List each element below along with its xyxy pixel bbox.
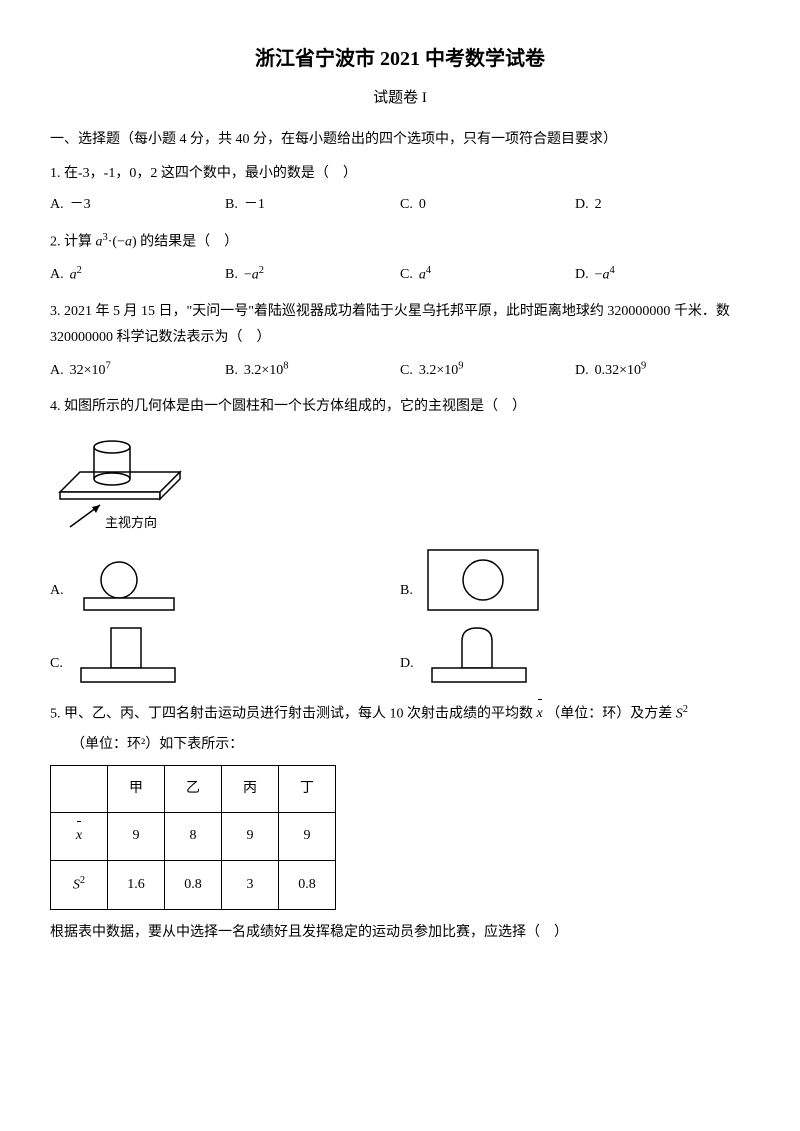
q2-opt-d: a xyxy=(603,267,610,282)
q5-th-yi: 乙 xyxy=(165,765,222,813)
question-2-stem: 2. 计算 a3·(−a) 的结果是（ ） xyxy=(50,228,750,256)
question-1-options: A. －3 B. －1 C. 0 D. 2 xyxy=(50,192,750,219)
table-row: S2 1.6 0.8 3 0.8 xyxy=(51,860,336,909)
q5-cell: 0.8 xyxy=(279,860,336,909)
question-2-options: A.a2 B.−a2 C.a4 D.−a4 xyxy=(50,261,750,289)
q5-cell: 8 xyxy=(165,813,222,861)
question-1-stem: 1. 在-3，-1，0，2 这四个数中，最小的数是（ ） xyxy=(50,161,750,188)
q1-opt-a: －3 xyxy=(70,197,91,212)
q2-suffix: 的结果是（ ） xyxy=(137,235,239,250)
q4-opt-c-figure xyxy=(73,623,183,688)
q4-opt-a-figure xyxy=(74,555,184,615)
q4-opt-d-figure xyxy=(424,623,534,688)
table-row: x 9 8 9 9 xyxy=(51,813,336,861)
question-4-stem: 4. 如图所示的几何体是由一个圆柱和一个长方体组成的，它的主视图是（ ） xyxy=(50,394,750,421)
q5-th-jia: 甲 xyxy=(108,765,165,813)
question-5-stem: 5. 甲、乙、丙、丁四名射击运动员进行射击测试，每人 10 次射击成绩的平均数 … xyxy=(50,700,750,728)
q5-cell: 3 xyxy=(222,860,279,909)
opt-label-b: B. xyxy=(225,197,238,212)
q5-row1-label: x xyxy=(51,813,108,861)
q5-cell: 9 xyxy=(279,813,336,861)
q3-opt-b: 3.2×108 xyxy=(244,363,289,378)
opt-label-b: B. xyxy=(225,363,238,378)
q4-solid-figure: 主视方向 xyxy=(50,427,190,537)
opt-label-b: B. xyxy=(225,267,238,282)
q5-cell: 9 xyxy=(222,813,279,861)
q2-opt-a: a xyxy=(70,267,77,282)
question-3-options: A. 32×107 B. 3.2×108 C. 3.2×109 D. 0.32×109 xyxy=(50,356,750,384)
opt-label-d: D. xyxy=(575,363,589,378)
opt-label-c: C. xyxy=(50,651,63,688)
opt-label-a: A. xyxy=(50,578,64,615)
q5-stem-mid: （单位：环）及方差 xyxy=(546,706,676,721)
q5-cell: 0.8 xyxy=(165,860,222,909)
q3-opt-c: 3.2×109 xyxy=(419,363,464,378)
opt-label-d: D. xyxy=(575,197,589,212)
opt-label-a: A. xyxy=(50,197,64,212)
q5-th-bing: 丙 xyxy=(222,765,279,813)
q5-conclusion: 根据表中数据，要从中选择一名成绩好且发挥稳定的运动员参加比赛，应选择（ ） xyxy=(50,920,750,947)
q5-table: 甲 乙 丙 丁 x 9 8 9 9 S2 1.6 0.8 3 0.8 xyxy=(50,765,336,910)
opt-label-a: A. xyxy=(50,267,64,282)
q1-opt-c: 0 xyxy=(419,197,426,212)
q5-stem-pre: 5. 甲、乙、丙、丁四名射击运动员进行射击测试，每人 10 次射击成绩的平均数 xyxy=(50,706,537,721)
q5-row2-label: S2 xyxy=(51,860,108,909)
opt-label-d: D. xyxy=(400,651,414,688)
q2-opt-c: a xyxy=(419,267,426,282)
q2-prefix: 2. 计算 xyxy=(50,235,96,250)
q5-cell: 9 xyxy=(108,813,165,861)
page-subtitle: 试题卷 I xyxy=(50,84,750,113)
q5-cell: 1.6 xyxy=(108,860,165,909)
opt-label-d: D. xyxy=(575,267,589,282)
opt-label-c: C. xyxy=(400,363,413,378)
q3-opt-d: 0.32×109 xyxy=(595,363,647,378)
q5-th-blank xyxy=(51,765,108,813)
q1-opt-b: －1 xyxy=(244,197,265,212)
q1-opt-d: 2 xyxy=(595,197,602,212)
opt-label-b: B. xyxy=(400,578,413,615)
page-title: 浙江省宁波市 2021 中考数学试卷 xyxy=(50,40,750,78)
q4-opt-b-figure xyxy=(423,545,543,615)
svg-text:主视方向: 主视方向 xyxy=(105,515,157,530)
q5-stem-post: （单位：环²）如下表所示： xyxy=(50,732,750,759)
q2-opt-b: a xyxy=(252,267,259,282)
opt-label-a: A. xyxy=(50,363,64,378)
opt-label-c: C. xyxy=(400,267,413,282)
question-4-figure: 主视方向 xyxy=(50,427,750,537)
question-4-options: A. B. C. D. xyxy=(50,545,750,688)
q3-opt-a: 32×107 xyxy=(70,363,111,378)
question-3-stem: 3. 2021 年 5 月 15 日，"天问一号"着陆巡视器成功着陆于火星乌托邦… xyxy=(50,299,750,352)
opt-label-c: C. xyxy=(400,197,413,212)
q5-th-ding: 丁 xyxy=(279,765,336,813)
table-row: 甲 乙 丙 丁 xyxy=(51,765,336,813)
section-1-heading: 一、选择题（每小题 4 分，共 40 分，在每小题给出的四个选项中，只有一项符合… xyxy=(50,127,750,154)
